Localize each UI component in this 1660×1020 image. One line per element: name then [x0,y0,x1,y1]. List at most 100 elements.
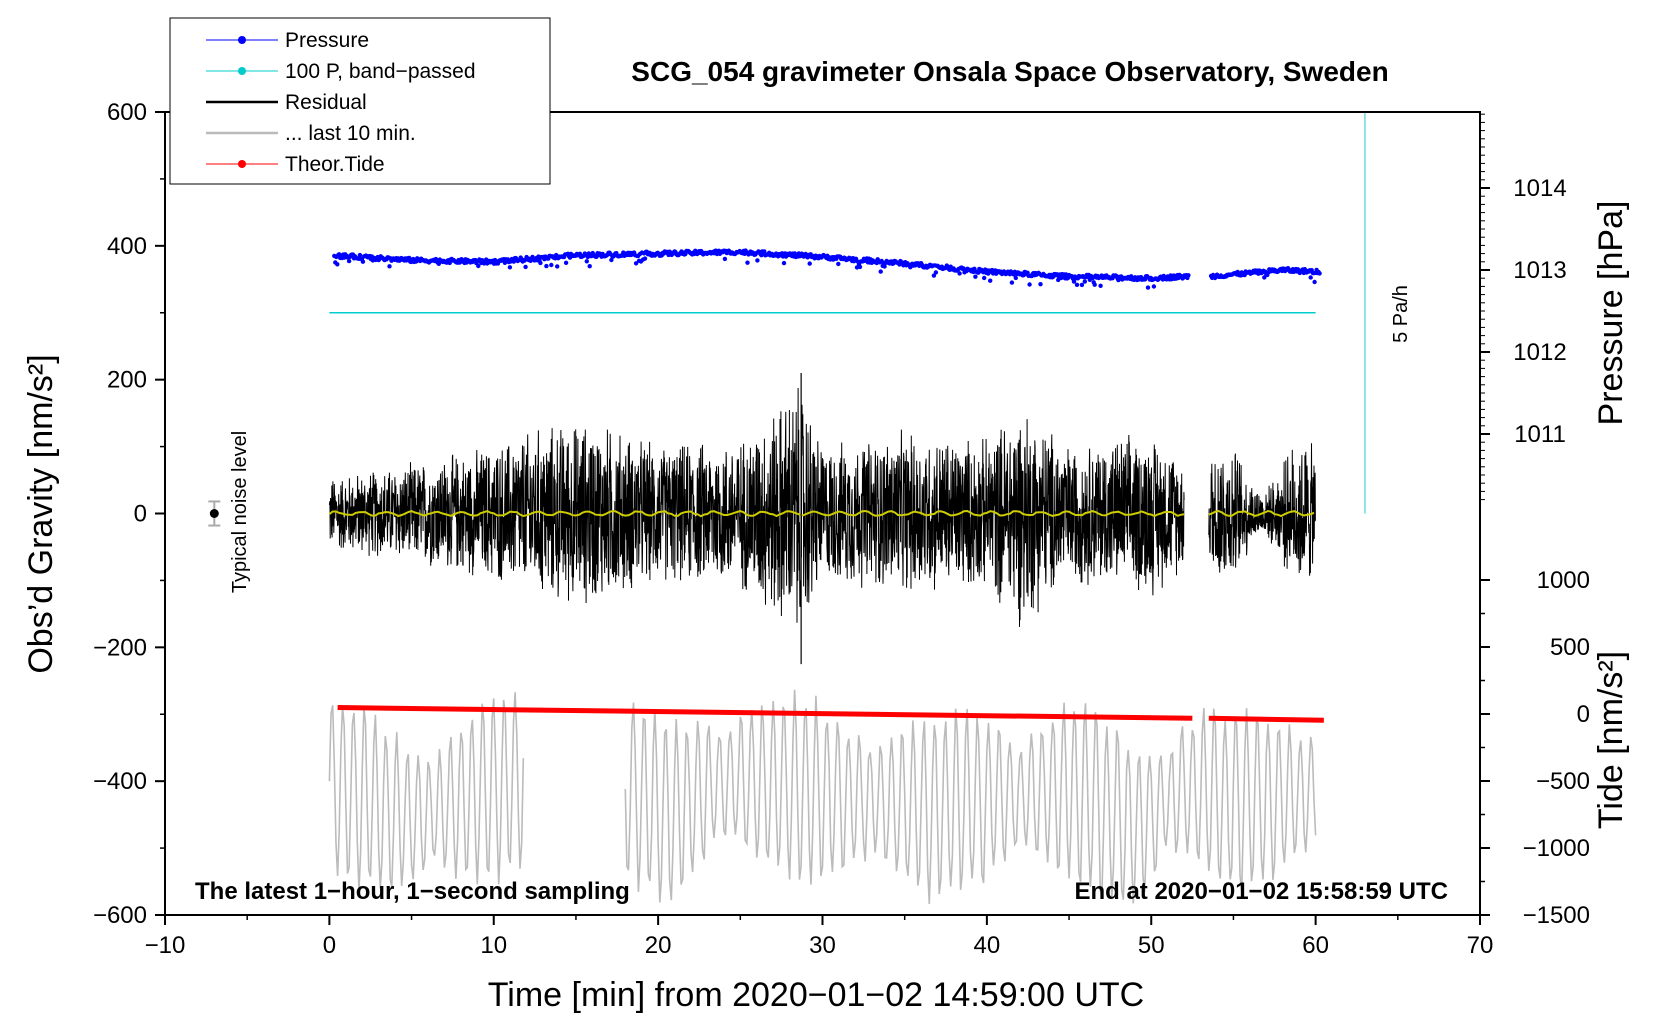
y-axis-label-pressure: Pressure [hPa] [1592,201,1630,426]
x-tick-label: 10 [480,932,507,959]
pressure-point [335,262,340,267]
pressure-point [882,264,887,269]
pressure-tick-label: 1014 [1513,175,1566,202]
pressure-point [988,278,993,283]
legend-label: Residual [285,91,367,114]
tide-tick-label: −1500 [1523,902,1590,929]
tide-tick-label: 500 [1550,634,1590,661]
pressure-point [1151,284,1157,289]
residual-trend-0 [328,509,1185,518]
x-tick-label: 50 [1138,932,1165,959]
last10-trace-0 [328,692,525,892]
pressure-point [957,271,962,276]
y-tick-label: −400 [93,768,147,795]
pressure-point [360,259,366,264]
chart-title: SCG_054 gravimeter Onsala Space Observat… [631,56,1388,87]
x-tick-label: 60 [1302,932,1329,959]
legend-swatch-dot [238,67,246,75]
last10-trace-1 [624,689,1317,905]
pressure-point [836,261,841,267]
y-tick-label: −600 [93,902,147,929]
pressure-point [1317,271,1322,276]
y-tick-label: 0 [134,501,147,528]
pressure-point [878,269,883,274]
pressure-point [1090,275,1095,281]
legend-swatch-dot [238,36,246,44]
pressure-point [1074,282,1080,287]
legend-label: 100 P, band−passed [285,60,476,83]
pressure-point [407,255,412,261]
pressure-point [1186,273,1191,278]
pressure-point [1308,275,1313,280]
pressure-point [973,274,978,279]
x-tick-label: 40 [974,932,1001,959]
pressure-point [762,249,767,254]
pressure-point [1009,280,1015,285]
pressure-point [933,270,939,275]
y-axis-label-tide: Tide [nm/s²] [1592,651,1630,829]
chart-text-layer: SCG_054 gravimeter Onsala Space Observat… [22,56,1630,1014]
pressure-point [931,273,937,278]
pressure-point [1312,279,1317,285]
legend-item-2: Residual [206,91,367,114]
series-layer [208,112,1366,905]
end-time-annotation: End at 2020−01−02 15:58:59 UTC [1074,878,1448,905]
legend-item-1: 100 P, band−passed [206,60,476,83]
pressure-point [633,261,639,266]
pressure-point [587,264,592,269]
residual-trace-1 [1208,443,1317,576]
legend-swatch-dot [238,160,246,168]
pressure-tick-label: 1011 [1514,421,1566,448]
pressure-point [387,264,392,269]
residual-trace-0 [328,387,1185,627]
last10-series [328,689,1317,905]
pressure-point [555,264,560,269]
tide-line-1 [1208,715,1324,723]
y-tick-label: 600 [107,99,147,126]
pressure-point [982,275,987,281]
residual-trend-1 [1208,509,1315,518]
pressure-point [857,264,863,270]
pressure-tick-label: 1012 [1513,339,1566,366]
pressure-point [722,256,728,262]
x-tick-label: 30 [809,932,836,959]
pressure-point [447,260,452,266]
pressure-point [563,260,569,265]
tide-tick-label: 0 [1577,701,1590,728]
pressure-point [1145,285,1151,290]
pressure-point [346,258,352,264]
pressure-point [745,260,750,265]
tide-tick-label: 1000 [1537,567,1590,594]
pressure-point [1038,282,1043,287]
x-tick-label: 0 [323,932,336,959]
noise-point [209,509,219,518]
y-tick-label: 400 [107,233,147,260]
y-tick-label: −200 [93,634,147,661]
sampling-annotation: The latest 1−hour, 1−second sampling [195,878,630,905]
pressure-point [1098,283,1103,288]
legend-item-3: ... last 10 min. [206,122,416,145]
residual-series [328,372,1317,665]
pressure-point [1079,282,1085,288]
pressure-point [609,257,614,263]
y-tick-label: 200 [107,367,147,394]
legend-item-4: Theor.Tide [206,153,385,176]
pressure-point [584,259,589,264]
x-tick-label: 70 [1467,932,1494,959]
pressure-point [523,264,528,270]
pressure-point [544,263,549,269]
pressure-point [1071,279,1077,284]
pressure-tick-label: 1013 [1513,257,1566,284]
pressure-point [807,261,812,266]
pressure-point [1027,282,1032,287]
pressure-point [357,252,363,258]
legend-label: ... last 10 min. [285,122,416,145]
pressure-point [1082,279,1088,284]
tide-tick-label: −500 [1536,768,1590,795]
y-axis-label-left: Obs’d Gravity [nm/s²] [22,354,60,673]
x-axis-label: Time [min] from 2020−01−02 14:59:00 UTC [488,976,1144,1014]
pressure-point [538,260,543,266]
x-tick-label: −10 [145,932,186,959]
noise-marker [208,500,221,527]
